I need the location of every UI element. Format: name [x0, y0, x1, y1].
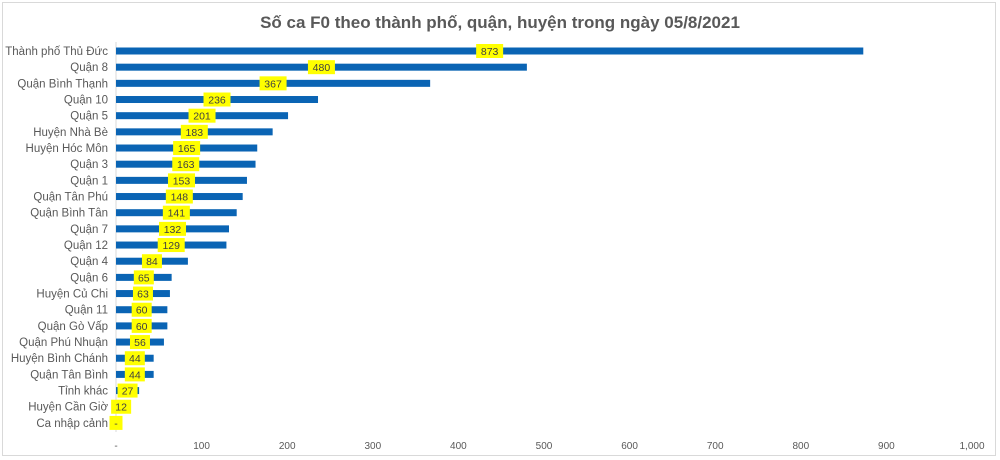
data-label: 44: [129, 369, 141, 381]
data-label: 60: [136, 321, 148, 333]
data-label-bg: [124, 351, 145, 366]
data-label: 56: [134, 337, 146, 349]
data-label-bg: [476, 44, 504, 58]
data-label-bg: [109, 415, 123, 430]
x-tick-label: 900: [878, 441, 895, 452]
category-label: Thành phố Thủ Đức: [5, 46, 108, 58]
data-label-bg: [162, 205, 190, 220]
category-label: Huyện Bình Chánh: [11, 353, 108, 365]
data-label: 201: [193, 111, 211, 123]
data-label: 480: [313, 62, 331, 74]
category-label: Quận Bình Tân: [30, 208, 108, 220]
data-label: 148: [171, 192, 189, 204]
data-label-bg: [172, 157, 200, 172]
data-label: 236: [208, 95, 226, 107]
category-label: Quận Bình Thạnh: [17, 78, 108, 90]
category-label: Huyện Củ Chi: [36, 289, 108, 301]
category-label: Quận 11: [65, 305, 108, 317]
category-label: Quận Phú Nhuận: [19, 337, 108, 349]
data-label-bg: [167, 173, 195, 188]
x-tick-label: -: [114, 441, 117, 452]
x-tick-label: 200: [279, 441, 296, 452]
category-label: Huyện Hóc Môn: [26, 143, 108, 155]
category-label: Quận 1: [70, 175, 108, 187]
data-label-bg: [124, 367, 145, 382]
data-label-bg: [173, 141, 201, 156]
x-tick-label: 500: [536, 441, 553, 452]
data-label: 27: [122, 386, 134, 398]
chart-title: Số ca F0 theo thành phố, quận, huyện tro…: [260, 13, 740, 32]
category-label: Quận 3: [70, 159, 108, 171]
data-label-bg: [165, 189, 193, 204]
data-label-bg: [131, 318, 152, 333]
data-label-bg: [133, 270, 154, 285]
category-label: Huyện Cần Giờ: [28, 402, 108, 414]
data-label-bg: [132, 286, 153, 301]
data-label: -: [114, 418, 118, 430]
data-label: 63: [137, 289, 149, 301]
category-label: Quận 7: [70, 224, 108, 236]
category-label: Tỉnh khác: [58, 386, 108, 398]
category-label: Quận Gò Vấp: [38, 321, 108, 333]
data-label: 132: [164, 224, 182, 236]
data-label-bg: [188, 108, 216, 123]
x-tick-label: 1,000: [959, 441, 984, 452]
x-tick-label: 100: [193, 441, 210, 452]
data-label-bg: [141, 254, 162, 269]
x-tick-label: 800: [792, 441, 809, 452]
category-label: Quận Tân Phú: [33, 192, 108, 204]
category-label: Quận 12: [64, 240, 108, 252]
data-label: 183: [186, 127, 204, 139]
data-label-bg: [111, 399, 132, 414]
data-label-bg: [180, 124, 208, 139]
category-label: Huyện Nhà Bè: [33, 127, 108, 139]
data-label-bg: [131, 302, 152, 317]
data-label: 163: [177, 159, 195, 171]
data-label: 12: [115, 402, 127, 414]
x-tick-label: 700: [707, 441, 724, 452]
data-label-bg: [129, 335, 150, 350]
data-label-bg: [259, 76, 287, 91]
category-label: Quận 8: [70, 62, 108, 74]
data-label: 65: [138, 272, 150, 284]
data-label: 153: [173, 175, 191, 187]
category-label: Quận Tân Bình: [30, 369, 108, 381]
data-label: 873: [481, 46, 499, 58]
data-label-bg: [157, 238, 185, 253]
data-label-bg: [203, 92, 231, 107]
data-label-bg: [117, 383, 138, 398]
category-label: Quận 6: [70, 272, 108, 284]
x-tick-label: 400: [450, 441, 467, 452]
data-label: 84: [146, 256, 158, 268]
category-label: Quận 10: [64, 95, 108, 107]
x-tick-label: 600: [621, 441, 638, 452]
data-label-bg: [307, 60, 335, 75]
category-label: Ca nhập cảnh: [36, 418, 108, 430]
data-label: 165: [178, 143, 196, 155]
category-label: Quận 5: [70, 111, 108, 123]
data-label: 367: [264, 78, 282, 90]
data-label: 44: [129, 353, 141, 365]
x-tick-label: 300: [364, 441, 381, 452]
data-label: 129: [162, 240, 180, 252]
data-label: 141: [168, 208, 186, 220]
data-label-bg: [158, 221, 186, 236]
category-label: Quận 4: [70, 256, 108, 268]
data-label: 60: [136, 305, 148, 317]
